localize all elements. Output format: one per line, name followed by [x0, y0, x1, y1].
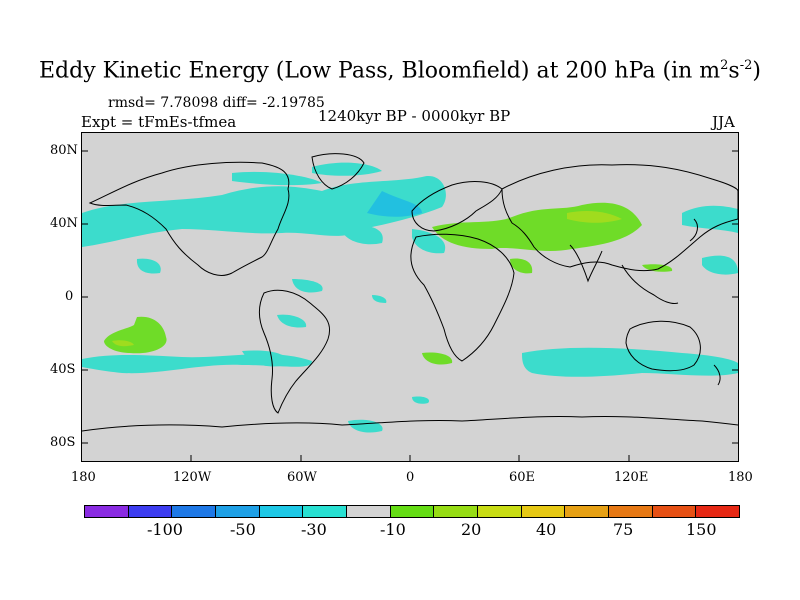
lon-label-180w: 180: [71, 470, 96, 485]
colorbar-swatch: [696, 506, 740, 517]
lat-label-40s: 40S: [50, 362, 76, 377]
negative-region: [292, 279, 323, 293]
colorbar-swatch: [609, 506, 653, 517]
colorbar-swatch: [565, 506, 610, 517]
colorbar-swatch: [85, 506, 129, 517]
se-asia-coast: [621, 264, 679, 304]
plot-title: Eddy Kinetic Energy (Low Pass, Bloomfiel…: [39, 58, 761, 84]
india-coast: [569, 244, 603, 283]
lat-label-40n: 40N: [50, 216, 78, 231]
africa-coast: [410, 233, 515, 362]
period-label: 1240kyr BP - 0000kyr BP: [318, 107, 511, 125]
europe-coast: [411, 181, 503, 232]
colorbar-swatch: [390, 506, 435, 517]
negative-region: [412, 396, 430, 404]
negative-region: [277, 314, 307, 328]
colorbar-label: -100: [147, 520, 183, 539]
negative-region: [702, 255, 738, 275]
negative-region: [136, 258, 161, 274]
antarctica-coast: [81, 415, 739, 432]
greenland-coast: [311, 153, 365, 190]
colorbar-swatch: [303, 506, 348, 517]
colorbar-label: 75: [613, 520, 634, 539]
positive-region: [642, 264, 673, 272]
colorbar-label: -10: [380, 520, 406, 539]
japan-coast: [689, 218, 698, 242]
colorbar-swatch: [216, 506, 260, 517]
north-america-coast: [88, 161, 290, 276]
positive-region: [510, 258, 533, 274]
colorbar-label: -50: [230, 520, 256, 539]
colorbar-label: 40: [536, 520, 557, 539]
positive-region: [432, 202, 642, 251]
negative-region: [372, 295, 387, 303]
anomaly-shading: [82, 162, 738, 433]
colorbar-label: 150: [686, 520, 717, 539]
colorbar-swatch: [259, 506, 304, 517]
negative-region: [348, 419, 383, 433]
colorbar-label: 20: [461, 520, 482, 539]
lat-label-80n: 80N: [50, 143, 78, 158]
lat-label-0: 0: [65, 289, 74, 304]
negative-region: [342, 223, 383, 245]
lon-label-120w: 120W: [173, 470, 212, 485]
lon-label-0: 0: [406, 470, 415, 485]
colorbar-swatch: [434, 506, 479, 517]
colorbar-swatch: [652, 506, 697, 517]
season-label: JJA: [712, 113, 735, 131]
positive-region: [422, 352, 453, 365]
axis-ticks: [82, 150, 738, 461]
lon-label-120e: 120E: [614, 470, 649, 485]
negative-region: [412, 229, 446, 254]
colorbar-label: -30: [301, 520, 327, 539]
negative-region: [367, 191, 422, 217]
map-plot: [81, 150, 739, 461]
positive-region: [104, 316, 167, 354]
experiment-label: Expt = tFmEs-tfmea: [81, 113, 237, 131]
positive-region: [112, 340, 134, 347]
colorbar-swatch: [347, 506, 391, 517]
negative-region: [232, 171, 322, 186]
coastlines: [81, 153, 739, 432]
lon-label-60e: 60E: [509, 470, 536, 485]
lat-label-80s: 80S: [50, 435, 76, 450]
asia-coast: [501, 164, 739, 272]
australia-coast: [625, 320, 701, 372]
lon-label-180e: 180: [728, 470, 753, 485]
new-zealand-coast: [713, 364, 721, 386]
colorbar: [84, 505, 740, 518]
lon-label-60w: 60W: [287, 470, 317, 485]
negative-region: [522, 347, 738, 377]
south-america-coast: [259, 289, 330, 414]
negative-region: [242, 350, 287, 367]
stats-label: rmsd= 7.78098 diff= -2.19785: [108, 95, 325, 111]
colorbar-swatch: [521, 506, 566, 517]
colorbar-swatch: [478, 506, 522, 517]
map-panel: [81, 132, 739, 462]
colorbar-swatch: [172, 506, 217, 517]
positive-region: [567, 211, 622, 223]
colorbar-swatch: [128, 506, 173, 517]
negative-region: [682, 205, 738, 233]
negative-region: [312, 162, 382, 176]
